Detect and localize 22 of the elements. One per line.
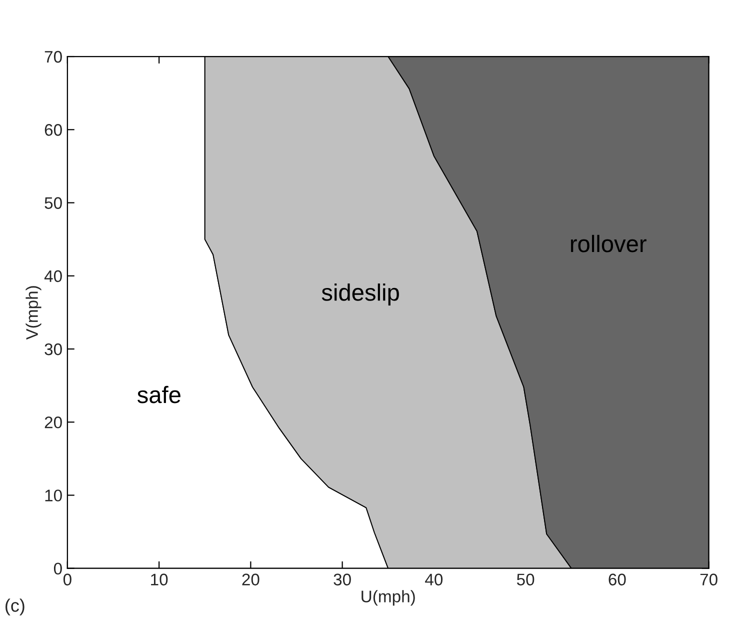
series-label: sideslip: [322, 284, 399, 306]
y-tick-label: 10: [45, 490, 62, 502]
y-tick-label: 60: [44, 124, 62, 136]
y-tick-label: 40: [44, 270, 62, 282]
x-tick-label: 30: [334, 574, 351, 586]
y-tick-label: 30: [44, 343, 62, 356]
series-label: safe: [137, 386, 180, 404]
y-axis-title: V(mph): [26, 286, 42, 340]
x-tick-label: 10: [151, 574, 168, 586]
series-label: rollover: [570, 234, 646, 252]
y-tick-label: 70: [44, 50, 62, 63]
y-tick-label: 50: [44, 197, 62, 209]
x-tick-label: 0: [63, 574, 72, 586]
x-tick-label: 20: [242, 574, 260, 586]
y-tick-label: 0: [54, 562, 62, 575]
x-tick-label: 40: [425, 574, 443, 586]
x-tick-label: 60: [608, 574, 626, 586]
x-axis-title: U(mph): [362, 590, 415, 606]
y-tick-label: 20: [44, 416, 62, 428]
x-tick-label: 70: [700, 574, 718, 586]
x-tick-label: 50: [516, 574, 534, 586]
text: (c): [6, 598, 24, 616]
